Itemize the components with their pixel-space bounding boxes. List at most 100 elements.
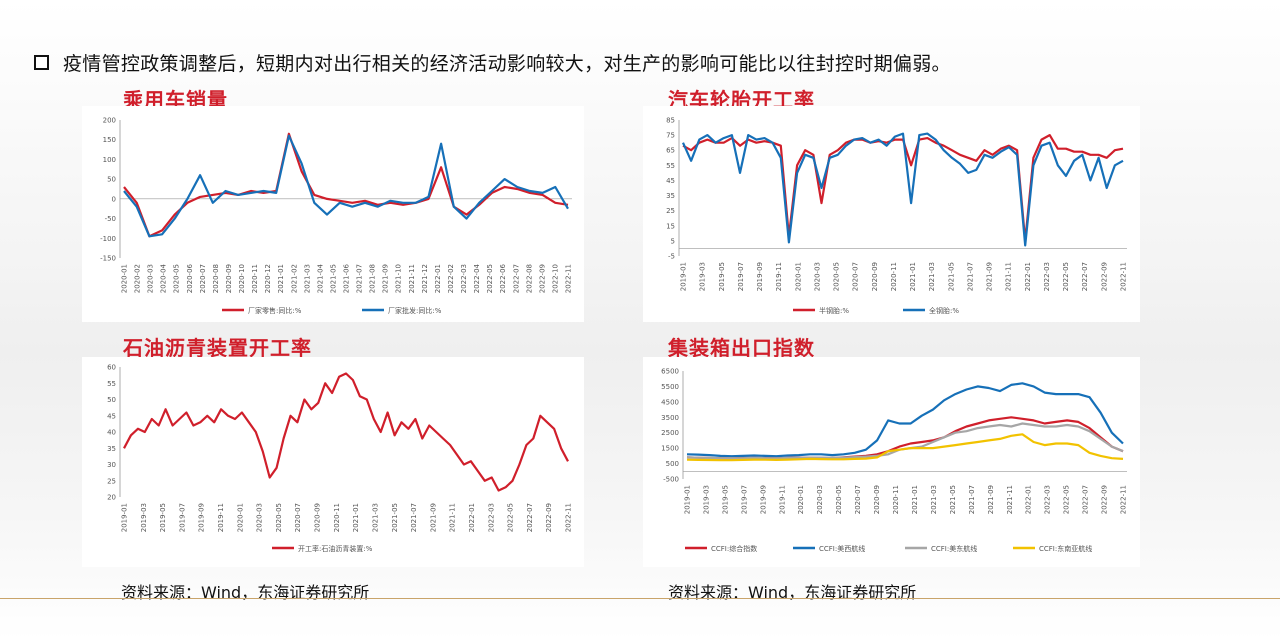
x-tick-label: 2019-03	[702, 485, 710, 514]
y-tick-label: 55	[107, 380, 116, 388]
x-tick-label: 2019-05	[159, 503, 167, 532]
x-tick-label: 2022-01	[1025, 485, 1033, 514]
x-tick-label: 2022-03	[1043, 262, 1051, 291]
x-tick-label: 2019-07	[178, 503, 186, 532]
x-tick-label: 2019-11	[778, 485, 786, 514]
x-tick-label: 2021-03	[930, 485, 938, 514]
x-tick-label: 2020-03	[816, 485, 824, 514]
y-tick-label: 35	[666, 192, 675, 200]
x-tick-label: 2019-09	[198, 503, 206, 532]
x-tick-label: 2019-03	[140, 503, 148, 532]
x-tick-label: 2020-07	[852, 262, 860, 291]
x-tick-label: 2020-09	[225, 264, 233, 293]
series-line-0	[123, 372, 569, 492]
headline: 疫情管控政策调整后，短期内对出行相关的经济活动影响较大，对生产的影响可能比以往封…	[34, 48, 951, 76]
x-tick-label: 2022-11	[1120, 262, 1128, 291]
y-tick-label: 50	[107, 176, 116, 184]
x-tick-label: 2022-04	[473, 263, 481, 293]
x-tick-label: 2021-03	[928, 262, 936, 291]
x-tick-label: 2021-11	[1005, 262, 1013, 291]
x-tick-label: 2022-11	[1120, 485, 1128, 514]
source-left: 资料来源：Wind，东海证券研究所	[121, 583, 370, 602]
x-tick-label: 2020-01	[121, 264, 129, 293]
x-tick-label: 2019-11	[217, 503, 225, 532]
y-tick-label: 6500	[661, 368, 679, 376]
x-tick-label: 2021-01	[352, 503, 360, 532]
x-tick-label: 2019-01	[680, 262, 688, 291]
x-tick-label: 2020-05	[835, 485, 843, 514]
x-tick-label: 2021-09	[429, 503, 437, 532]
x-tick-label: 2020-08	[212, 264, 220, 293]
y-tick-label: -5	[668, 253, 675, 261]
x-tick-label: 2021-11	[449, 503, 457, 532]
tire-chart: 85 75 65 55 45 35 25 15 5 -5 2019-01 2019-03 2019-05…	[666, 117, 1128, 316]
y-tick-label: 5500	[661, 383, 679, 391]
y-tick-label: 25	[666, 207, 675, 215]
x-tick-label: 2020-09	[314, 503, 322, 532]
x-tick-label: 2019-11	[775, 262, 783, 291]
y-tick-label: 2500	[661, 429, 679, 437]
x-tick-label: 2021-08	[369, 264, 377, 293]
chart-panel-asphalt: 60 55 50 45 40 35 30 25 20 2019-01 2019-03 2019-05 2…	[82, 357, 584, 567]
x-tick-label: 2022-01	[468, 503, 476, 532]
legend-label: CCFI:美东航线	[931, 544, 977, 553]
x-tick-label: 2020-05	[833, 262, 841, 291]
passenger-car-chart: 200 150 100 50 0 -50 -100 -150 2020-01 2020-02 202…	[100, 117, 572, 316]
x-tick-label: 2020-05	[173, 264, 181, 293]
y-tick-label: -500	[663, 476, 679, 484]
x-tick-label: 2021-07	[356, 264, 364, 293]
x-tick-label: 2021-12	[421, 264, 429, 293]
x-tick-label: 2022-03	[487, 503, 495, 532]
x-tick-label: 2022-01	[434, 264, 442, 293]
y-tick-label: 25	[107, 477, 116, 485]
x-tick-label: 2020-07	[854, 485, 862, 514]
x-tick-label: 2020-11	[333, 503, 341, 532]
y-tick-label: 200	[103, 117, 116, 125]
chart-panel-tire: 85 75 65 55 45 35 25 15 5 -5 2019-01 2019-03 2019-05…	[643, 106, 1140, 322]
chart-title-asphalt: 石油沥青装置开工率	[123, 336, 312, 360]
x-tick-label: 2019-09	[756, 262, 764, 291]
x-tick-label: 2021-03	[371, 503, 379, 532]
legend-label: CCFI:美西航线	[819, 544, 865, 553]
legend-label: 厂家批发:同比:%	[388, 306, 442, 315]
x-tick-label: 2022-09	[1101, 485, 1109, 514]
x-tick-label: 2020-06	[186, 263, 194, 293]
series-line-0	[123, 132, 569, 238]
series-line-1	[123, 134, 569, 238]
x-tick-label: 2020-12	[264, 264, 272, 293]
y-tick-label: 500	[666, 460, 679, 468]
x-tick-label: 2020-04	[160, 263, 168, 293]
y-tick-label: -150	[100, 255, 116, 263]
x-tick-label: 2022-05	[507, 503, 515, 532]
x-tick-label: 2019-01	[121, 503, 129, 532]
y-tick-label: 15	[666, 222, 675, 230]
series-line-1	[686, 382, 1124, 458]
x-tick-label: 2022-11	[565, 503, 573, 532]
x-tick-label: 2020-01	[797, 485, 805, 514]
headline-text: 疫情管控政策调整后，短期内对出行相关的经济活动影响较大，对生产的影响可能比以往封…	[63, 52, 951, 75]
x-tick-label: 2020-03	[256, 503, 264, 532]
series-line-0	[682, 134, 1124, 242]
checkbox-bullet-icon	[34, 54, 49, 70]
x-tick-label: 2020-03	[147, 264, 155, 293]
x-tick-label: 2021-05	[329, 264, 337, 293]
y-tick-label: 30	[107, 461, 116, 469]
x-tick-label: 2020-07	[294, 503, 302, 532]
x-tick-label: 2021-07	[966, 262, 974, 291]
legend-label: 开工率:石油沥青装置:%	[298, 544, 373, 553]
x-tick-label: 2021-01	[911, 485, 919, 514]
x-tick-label: 2022-09	[1100, 262, 1108, 291]
x-tick-label: 2021-09	[382, 264, 390, 293]
x-tick-label: 2022-05	[1062, 262, 1070, 291]
x-tick-label: 2020-01	[236, 503, 244, 532]
x-tick-label: 2021-07	[968, 485, 976, 514]
y-tick-label: 100	[103, 156, 116, 164]
x-tick-label: 2020-11	[892, 485, 900, 514]
x-tick-label: 2021-05	[949, 485, 957, 514]
y-tick-label: 4500	[661, 398, 679, 406]
x-tick-label: 2019-05	[721, 485, 729, 514]
legend-label: CCFI:东南亚航线	[1039, 544, 1092, 553]
x-tick-label: 2022-10	[551, 264, 559, 293]
x-tick-label: 2022-03	[1044, 485, 1052, 514]
x-tick-label: 2022-07	[526, 503, 534, 532]
